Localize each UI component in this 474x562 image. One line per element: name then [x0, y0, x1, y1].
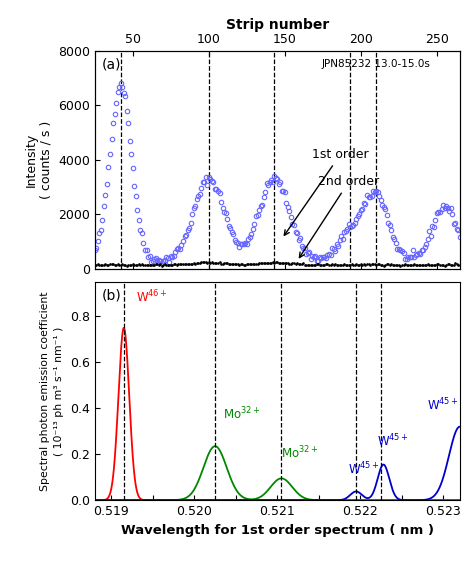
- Text: Mo$^{32+}$: Mo$^{32+}$: [223, 405, 261, 422]
- Text: W$^{45+}$: W$^{45+}$: [377, 433, 409, 450]
- Text: (b): (b): [102, 288, 122, 302]
- Y-axis label: Intensity
( counts / s ): Intensity ( counts / s ): [24, 121, 53, 199]
- Text: W$^{45+}$: W$^{45+}$: [427, 396, 458, 413]
- Text: JPN85232 13.0-15.0s: JPN85232 13.0-15.0s: [321, 60, 430, 69]
- Text: 2nd order: 2nd order: [300, 175, 380, 257]
- Text: Mo$^{32+}$: Mo$^{32+}$: [282, 445, 319, 461]
- Text: (a): (a): [102, 57, 122, 71]
- X-axis label: Strip number: Strip number: [226, 17, 329, 31]
- Text: 1st order: 1st order: [284, 148, 369, 235]
- Y-axis label: Spectral photon emission coefficient
( 10⁻¹³ ph m³ s⁻¹ nm⁻¹ ): Spectral photon emission coefficient ( 1…: [40, 291, 64, 491]
- X-axis label: Wavelength for 1st order spectrum ( nm ): Wavelength for 1st order spectrum ( nm ): [121, 524, 434, 537]
- Text: W$^{45+}$: W$^{45+}$: [348, 461, 380, 477]
- Text: W$^{46+}$: W$^{46+}$: [137, 288, 168, 305]
